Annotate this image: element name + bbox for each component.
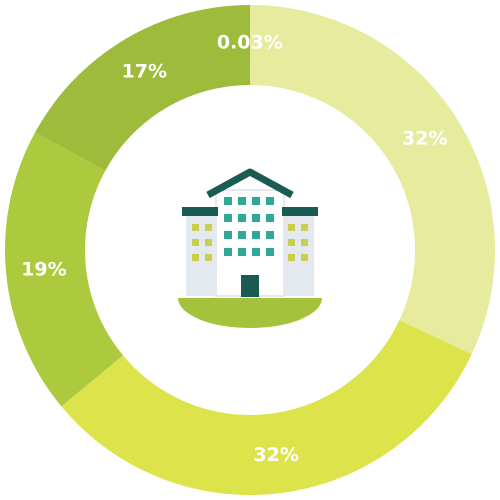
slice (4, 132, 123, 407)
value-label: 32% (402, 128, 447, 150)
slices (4, 5, 495, 495)
slice (61, 320, 472, 495)
value-label: 17% (122, 61, 167, 83)
slice (35, 5, 250, 171)
value-label: 19% (21, 258, 66, 280)
value-label: 0.03% (217, 32, 283, 54)
building-icon (178, 168, 322, 328)
value-label: 32% (253, 444, 298, 466)
slice (250, 5, 495, 355)
